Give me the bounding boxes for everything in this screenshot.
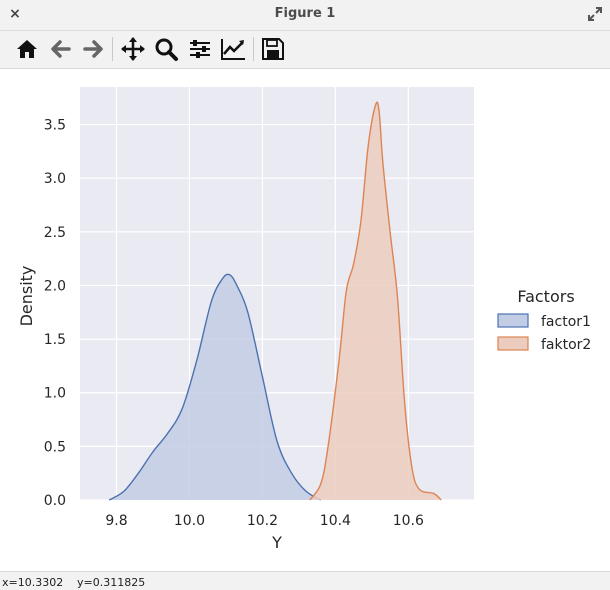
figure-canvas[interactable]: 9.8 10.0 10.2 10.4 10.6 0.0 0.5 1.0 1.5 2.0 2.5 3.…	[0, 69, 610, 571]
legend-swatch-faktor2	[497, 336, 529, 351]
y-tick-label: 0.5	[44, 439, 66, 455]
x-tick-label: 10.0	[174, 513, 205, 529]
y-axis-label: Density	[17, 266, 36, 327]
zoom-button[interactable]	[152, 35, 180, 63]
density-curves	[108, 101, 442, 501]
toolbar-separator	[253, 37, 254, 61]
toolbar	[0, 31, 610, 69]
y-tick-label: 3.0	[44, 171, 66, 187]
legend-label-faktor2: faktor2	[541, 337, 591, 353]
y-tick-label: 1.5	[44, 332, 66, 348]
cursor-x-readout: x=10.3302	[2, 576, 64, 589]
y-tick-label: 2.5	[44, 225, 66, 241]
factor1-density-line	[108, 273, 322, 501]
x-tick-label: 9.8	[105, 513, 127, 529]
maximize-icon	[588, 7, 602, 21]
status-bar: x=10.3302 y=0.311825	[0, 571, 610, 590]
x-tick-label: 10.6	[393, 513, 424, 529]
home-icon	[17, 40, 37, 58]
legend-swatch-factor1	[497, 313, 529, 328]
edit-axis-icon	[221, 39, 245, 60]
y-tick-labels: 0.0 0.5 1.0 1.5 2.0 2.5 3.0 3.5	[44, 118, 66, 509]
configure-subplots-icon	[190, 40, 210, 58]
y-tick-label: 1.0	[44, 386, 66, 402]
title-bar: × Figure 1	[0, 0, 610, 31]
axes-background	[80, 87, 474, 500]
x-axis-label: Y	[271, 533, 282, 552]
forward-icon	[83, 40, 103, 58]
home-button[interactable]	[13, 35, 41, 63]
edit-axis-button[interactable]	[219, 35, 247, 63]
configure-subplots-button[interactable]	[186, 35, 214, 63]
forward-button[interactable]	[79, 35, 107, 63]
zoom-icon	[155, 38, 178, 61]
legend: Factors factor1 faktor2	[497, 287, 591, 353]
faktor2-density-line	[309, 101, 442, 501]
save-icon	[262, 38, 284, 60]
x-tick-labels: 9.8 10.0 10.2 10.4 10.6	[105, 513, 424, 529]
back-button[interactable]	[47, 35, 75, 63]
y-tick-label: 0.0	[44, 493, 66, 509]
close-button[interactable]: ×	[9, 6, 21, 22]
faktor2-density-fill	[309, 102, 442, 501]
cursor-y-readout: y=0.311825	[77, 576, 146, 589]
window-title: Figure 1	[274, 6, 336, 21]
pan-button[interactable]	[119, 35, 147, 63]
back-icon	[51, 40, 71, 58]
x-tick-label: 10.4	[320, 513, 351, 529]
save-button[interactable]	[259, 35, 287, 63]
y-tick-label: 2.0	[44, 278, 66, 294]
legend-label-factor1: factor1	[541, 314, 591, 330]
maximize-button[interactable]	[586, 5, 604, 23]
y-tick-label: 3.5	[44, 118, 66, 134]
x-tick-label: 10.2	[247, 513, 278, 529]
legend-title: Factors	[517, 287, 574, 306]
toolbar-separator	[112, 37, 113, 61]
kde-chart[interactable]: 9.8 10.0 10.2 10.4 10.6 0.0 0.5 1.0 1.5 2.0 2.5 3.…	[0, 69, 610, 571]
factor1-density-fill	[109, 274, 321, 500]
pan-icon	[121, 37, 145, 61]
